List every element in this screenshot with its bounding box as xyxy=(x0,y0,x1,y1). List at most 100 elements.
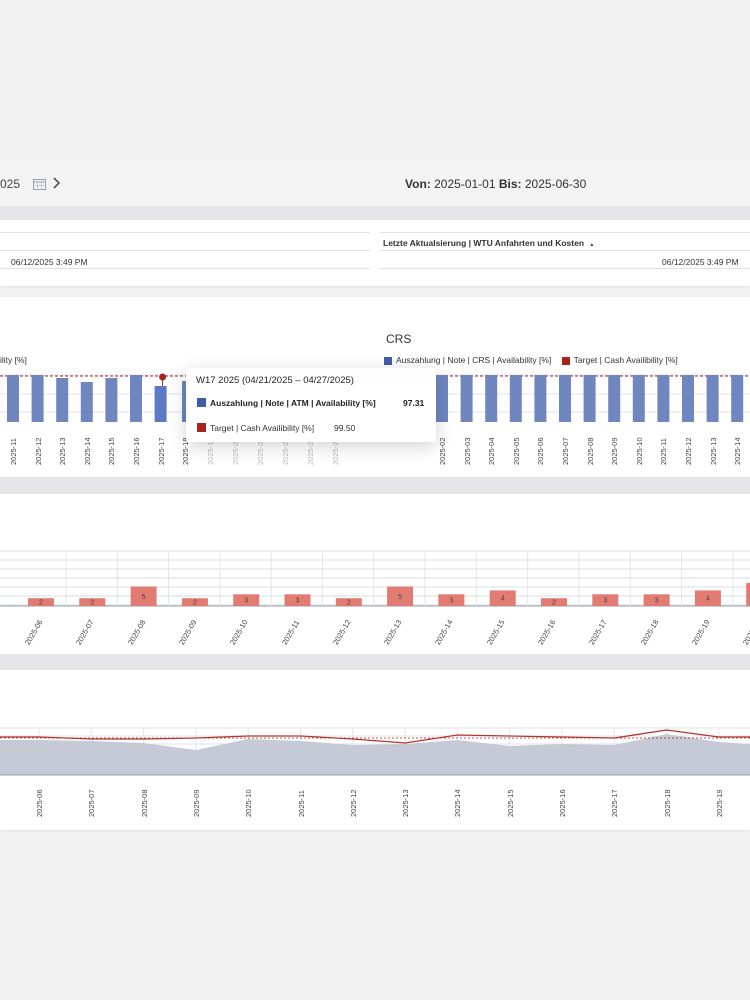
data-label: 3 xyxy=(296,598,300,605)
x-tick-label: 2025-11 xyxy=(659,438,669,465)
count-bar[interactable] xyxy=(387,586,414,607)
count-bar[interactable] xyxy=(541,598,567,606)
crs-bar[interactable] xyxy=(632,375,645,422)
x-tick-label: 2025-07 xyxy=(87,789,97,817)
crs-bar[interactable] xyxy=(559,375,571,422)
data-label: 2 xyxy=(193,600,197,607)
crs-bar[interactable] xyxy=(80,382,93,422)
x-tick-label: 2025-02 xyxy=(438,437,447,465)
crs-bar[interactable] xyxy=(682,375,694,422)
x-tick-label: 2025-14 xyxy=(453,789,463,817)
data-label: 2 xyxy=(347,600,351,607)
tooltip-swatch xyxy=(197,398,206,407)
column-header-wtu[interactable]: Letzte Aktualsierung | WTU Anfahrten und… xyxy=(383,238,594,248)
count-bar[interactable] xyxy=(130,586,157,607)
count-bar[interactable] xyxy=(28,598,54,606)
crs-bar[interactable] xyxy=(105,378,118,422)
crs-bar[interactable] xyxy=(583,375,596,422)
x-tick-label: 2025-11 xyxy=(296,790,306,817)
tooltip-row1-label: Auszahlung | Note | ATM | Availability [… xyxy=(210,398,376,408)
von-value: 2025-01-01 xyxy=(434,177,496,191)
crs-bar[interactable] xyxy=(657,375,670,422)
column-header-label: Letzte Aktualsierung | WTU Anfahrten und… xyxy=(383,238,585,248)
count-bar[interactable] xyxy=(643,594,670,606)
x-tick-label: 2025-12 xyxy=(684,437,693,465)
count-bar[interactable] xyxy=(694,590,721,606)
trend-chart-svg xyxy=(0,727,750,776)
count-bar[interactable] xyxy=(592,594,619,606)
x-tick-label: 2025-06 xyxy=(35,789,44,817)
year-fragment: 025 xyxy=(0,177,21,191)
date-range: Von: 2025-01-01 Bis: 2025-06-30 xyxy=(405,177,586,191)
x-tick-label: 2025-10 xyxy=(634,437,644,465)
chevron-right-icon[interactable] xyxy=(52,176,62,190)
crs-bar[interactable] xyxy=(485,375,498,422)
legend-label: Target | Cash Availibility [%] xyxy=(573,355,678,365)
crs-bar[interactable] xyxy=(56,378,69,422)
crs-bar[interactable] xyxy=(534,375,547,422)
x-tick-label: 2025-13 xyxy=(708,437,718,465)
section-divider xyxy=(0,654,750,670)
x-tick-label: 2025-03 xyxy=(462,437,472,465)
x-tick-label: 2025-17 xyxy=(610,789,620,817)
data-label: 5 xyxy=(398,594,402,601)
legend-item-target[interactable]: Target | Cash Availibility [%] xyxy=(561,355,678,365)
count-plot-area: 2 2 5 2 3 3 2 5 3 4 2 3 3 4 2025-06 2025-07 2025-08 2025-… xyxy=(0,494,750,654)
x-tick-label: 2025-11 xyxy=(9,438,18,465)
x-tick-label: 2025-08 xyxy=(139,789,149,817)
data-label: 4 xyxy=(706,596,710,603)
crs-bar[interactable] xyxy=(130,375,142,422)
legend-item-availability[interactable]: Auszahlung | Note | CRS | Availability [… xyxy=(384,355,551,365)
crs-bar[interactable] xyxy=(706,375,719,422)
x-tick-label: 2025-16 xyxy=(132,437,141,465)
bis-label: Bis: xyxy=(498,177,522,191)
trend-plot-area: 2025-06 2025-07 2025-08 2025-09 2025-10 2025-… xyxy=(0,670,750,830)
trend-line[interactable] xyxy=(0,729,750,744)
x-tick-label: 2025-09 xyxy=(610,437,620,465)
count-bar[interactable] xyxy=(335,598,362,606)
tooltip-row2-value: 99.50 xyxy=(334,423,356,433)
x-tick-label: 2025-14 xyxy=(733,437,743,465)
trend-area[interactable] xyxy=(0,734,750,775)
x-tick-label: 2025-07 xyxy=(561,437,570,465)
count-chart-card: 2 2 5 2 3 3 2 5 3 4 2 3 3 4 2025-06 2025-07 2025-08 2025-… xyxy=(0,494,750,654)
crs-bar[interactable] xyxy=(31,375,44,422)
count-bar[interactable] xyxy=(489,590,516,606)
crs-bar[interactable] xyxy=(608,375,621,422)
count-bar[interactable] xyxy=(233,594,260,606)
x-tick-label: 2025-15 xyxy=(107,437,117,465)
trend-chart-card: 2025-06 2025-07 2025-08 2025-09 2025-10 2025-… xyxy=(0,670,750,830)
calendar-icon[interactable] xyxy=(33,177,46,190)
count-bar[interactable] xyxy=(438,594,465,606)
crs-bar[interactable] xyxy=(460,375,473,422)
x-tick-label: 2025-12 xyxy=(33,437,43,465)
x-tick-label: 2025-08 xyxy=(585,437,595,465)
data-label: 2 xyxy=(552,600,556,607)
data-label: 2 xyxy=(39,600,43,607)
crs-bar[interactable] xyxy=(182,381,188,422)
legend-label: Auszahlung | Note | CRS | Availability [… xyxy=(396,355,552,365)
crs-bar[interactable] xyxy=(436,375,448,422)
count-bar[interactable] xyxy=(746,583,750,606)
data-label: 5 xyxy=(142,594,146,601)
chart-legend: Auszahlung | Note | CRS | Availability [… xyxy=(384,355,678,365)
update-panel: 06/12/2025 3:49 PM Letzte Aktualsierung … xyxy=(0,220,750,286)
crs-bar[interactable] xyxy=(7,375,19,422)
x-tick-label: 2025-17 xyxy=(156,437,166,465)
von-label: Von: xyxy=(405,177,431,191)
tooltip-swatch xyxy=(197,423,206,432)
right-timestamp: 06/12/2025 3:49 PM xyxy=(662,257,739,267)
hover-marker[interactable] xyxy=(159,373,167,381)
filter-header xyxy=(0,160,750,206)
crs-bar[interactable] xyxy=(731,375,744,422)
crs-bar[interactable] xyxy=(154,386,167,422)
left-timestamp: 06/12/2025 3:49 PM xyxy=(11,257,88,267)
sort-asc-icon[interactable]: ▲ xyxy=(589,242,595,248)
count-bar[interactable] xyxy=(79,598,106,606)
section-divider xyxy=(0,206,750,220)
count-bar[interactable] xyxy=(284,594,311,606)
data-label: 3 xyxy=(655,598,659,605)
bis-value: 2025-06-30 xyxy=(524,177,587,191)
crs-bar[interactable] xyxy=(509,375,522,422)
count-bar[interactable] xyxy=(181,598,208,606)
